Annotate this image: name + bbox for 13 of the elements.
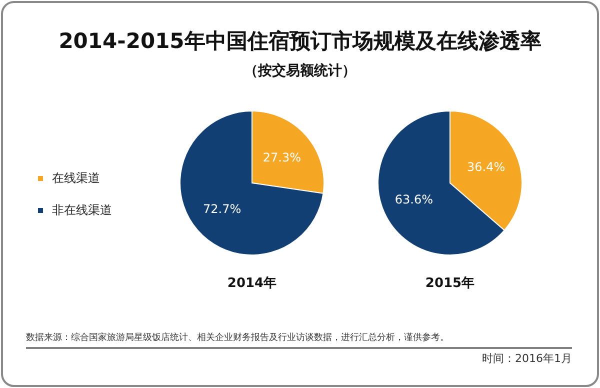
chart-title: 2014-2015年中国住宿预订市场规模及在线渗透率 [58,29,542,53]
legend-label: 非在线渠道 [52,203,112,217]
source-note: 数据来源：综合国家旅游局星级饭店统计、相关企业财务报告及行业访谈数据，进行汇总分析，谨供参考。 [26,332,449,343]
text: 2014年 [227,276,277,291]
chart-subtitle: （按交易额统计） [244,62,356,79]
data-label: 27.3% [262,150,302,164]
data-label: 63.6% [394,192,434,207]
pie-slice [180,110,324,256]
text: 2015年 [425,276,475,291]
data-label: 72.7% [202,202,242,216]
legend-label: 在线渠道 [52,171,100,185]
data-label: 36.4% [466,160,506,174]
text: 时间：2016年1月 [482,352,572,365]
